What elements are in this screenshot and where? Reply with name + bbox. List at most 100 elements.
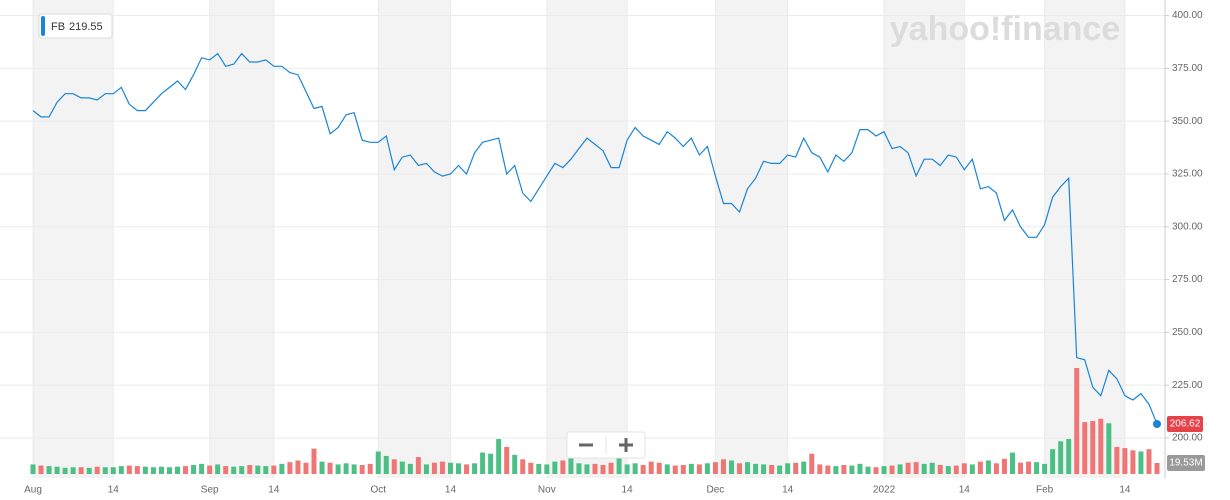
month-band [884,0,965,478]
volume-bar [1154,462,1160,474]
x-tick-label: Nov [538,485,556,496]
volume-bar [745,462,751,474]
volume-bar [712,462,718,474]
volume-bar [504,446,510,474]
volume-bar [335,464,341,474]
volume-bar [913,462,919,474]
volume-bar [359,464,365,474]
volume-bar [785,463,791,474]
volume-bar [319,461,325,474]
volume-bar [512,454,518,474]
volume-bar [592,463,598,474]
legend-name: FB [51,21,65,33]
volume-bar [1042,463,1048,474]
volume-bar [520,459,526,474]
volume-bar [809,453,815,474]
zoom-in[interactable] [607,433,644,457]
volume-bar [94,466,100,474]
volume-bar [488,453,494,474]
volume-bar [447,462,453,474]
last-price-tag [1167,415,1203,432]
last-volume-tag [1167,455,1205,471]
volume-bar [38,465,44,474]
volume-bar [46,466,52,474]
volume-bar [584,464,590,474]
volume-bar [423,464,429,474]
volume-bar [953,465,959,474]
x-tick-label: 14 [268,485,280,496]
volume-bar [456,463,462,474]
x-tick-label: 2022 [873,485,896,496]
volume-bar [255,465,261,474]
x-tick-label: Oct [370,485,386,496]
volume-bar [849,465,855,474]
volume-bar [126,465,132,474]
x-tick-label: Sep [201,485,219,496]
volume-bar [407,463,413,474]
volume-bar [704,463,710,474]
volume-bar [1138,451,1144,474]
volume-bar [480,452,486,474]
volume-bar [881,466,887,474]
volume-bar [472,463,478,474]
volume-bar [175,466,181,474]
month-band [546,0,628,478]
volume-bar [937,464,943,474]
legend-value: 219.55 [69,21,103,33]
volume-bar [1090,421,1096,474]
zoom-controls [566,431,646,459]
x-tick-label: 14 [1119,485,1131,496]
volume-bar [223,466,229,474]
volume-bar [1050,449,1056,474]
last-volume-label: 19.53M [1169,458,1202,469]
y-tick-label: 300.00 [1172,221,1203,232]
tags: 206.62 19.53M [1153,415,1205,471]
y-tick-label: 350.00 [1172,116,1203,127]
volume-bar [528,462,534,474]
volume-bar [568,458,574,474]
volume-bar [825,465,831,474]
volume-bar [287,462,293,474]
volume-bar [1018,462,1024,474]
volume-bar [207,465,213,474]
month-band [209,0,274,478]
volume-bar [1058,441,1064,474]
volume-bar [873,467,879,474]
watermark: yahoo!finance [890,10,1120,48]
volume-bar [231,466,237,474]
volume-bar [1066,439,1072,474]
volume-bar [737,463,743,474]
volume-bar [945,466,951,474]
legend: FB 219.55 [38,13,113,39]
volume-bar [30,464,36,474]
x-tick-label: 14 [622,485,634,496]
volume-bar [985,460,991,474]
volume-bar [1034,462,1040,474]
volume-bar [1098,418,1104,474]
y-tick-label: 200.00 [1172,433,1203,444]
volume-bar [600,464,606,474]
volume-bar [150,467,156,474]
volume-bar [303,462,309,474]
volume-bar [327,462,333,474]
volume-bar [86,467,92,474]
last-price-label: 206.62 [1170,419,1201,430]
y-tick-label: 325.00 [1172,169,1203,180]
volume-bar [464,464,470,474]
volume-bar [1009,452,1015,474]
volume-bar [295,460,301,474]
volume-bar [351,464,357,474]
volume-bar [375,451,381,474]
volume-bar [431,462,437,474]
volume-bar [118,466,124,474]
x-tick-label: 14 [782,485,794,496]
volume-bar [142,466,148,474]
zoom-out[interactable] [568,433,606,457]
volume-bar [367,463,373,474]
volume-bar [969,464,975,474]
volume-bar [544,464,550,474]
volume-bar [215,464,221,474]
volume-bar [857,463,863,474]
month-band [33,0,114,478]
